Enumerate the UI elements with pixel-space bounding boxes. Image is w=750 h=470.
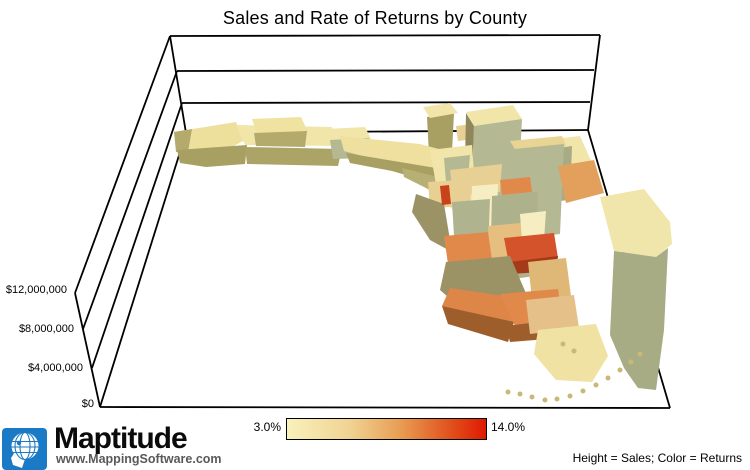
florida-keys-dot bbox=[554, 396, 560, 402]
maptitude-url-link[interactable]: www.MappingSoftware.com bbox=[56, 452, 222, 466]
florida-keys-dot bbox=[542, 397, 548, 403]
florida-keys-dot bbox=[605, 375, 611, 381]
county-prism-monroe-pale bbox=[534, 324, 608, 382]
y-axis-label-12m: $12,000,000 bbox=[5, 284, 67, 296]
globe-head-icon bbox=[11, 431, 39, 468]
frame-backleft-edge bbox=[169, 35, 187, 134]
y-axis-label-0: $0 bbox=[81, 398, 94, 410]
florida-keys-dot bbox=[617, 367, 623, 373]
county-prism-pinellas-red bbox=[440, 185, 451, 205]
maptitude-logo-text: Maptitude bbox=[54, 422, 188, 455]
y-axis-label-8m: $8,000,000 bbox=[18, 323, 74, 335]
frame-back-top bbox=[169, 34, 601, 37]
frame-leftwall-0 bbox=[99, 132, 187, 408]
florida-keys-dot bbox=[517, 391, 523, 397]
florida-keys-dot bbox=[637, 351, 643, 357]
florida-keys-dot bbox=[628, 359, 634, 365]
county-prism-hardee-red-top bbox=[504, 233, 558, 264]
county-prism-flagler-orange bbox=[558, 160, 604, 203]
frame-leftwall-4m bbox=[91, 102, 183, 369]
county-prism-manatee-orange bbox=[444, 232, 492, 264]
map-legend-note: Height = Sales; Color = Returns bbox=[572, 451, 742, 465]
florida-keys-dot bbox=[571, 348, 577, 354]
county-prism-leon-tall-side bbox=[427, 113, 454, 155]
florida-keys-dot bbox=[567, 393, 573, 399]
frame-backright-edge bbox=[587, 34, 601, 131]
florida-keys-dot bbox=[505, 389, 511, 395]
frame-floor-front bbox=[99, 406, 671, 409]
county-prism-west-coast-shelf bbox=[412, 194, 452, 252]
county-prism-pasco-tan bbox=[428, 179, 472, 208]
county-prism-duval-top bbox=[466, 105, 522, 126]
florida-county-prisms bbox=[174, 103, 672, 403]
frame-leftwall-8m bbox=[82, 70, 178, 330]
maptitude-logo-icon bbox=[2, 428, 47, 470]
county-prism-leon-tall-top bbox=[423, 103, 458, 118]
florida-keys-dot bbox=[560, 341, 566, 347]
county-prism-pan-top-east bbox=[340, 136, 454, 172]
county-prism-pan-midtall-side bbox=[254, 131, 307, 147]
y-axis-label-4m: $4,000,000 bbox=[27, 362, 83, 374]
page-title: Sales and Rate of Returns by County bbox=[222, 8, 528, 28]
county-prism-okeechobee-tan bbox=[528, 258, 571, 300]
florida-keys-dot bbox=[529, 394, 535, 400]
county-prism-pan-midtall-top bbox=[252, 117, 308, 135]
county-prism-interior-pale bbox=[520, 211, 546, 242]
frame-front-axis bbox=[74, 292, 101, 408]
county-prism-seminole-orange bbox=[500, 177, 532, 195]
frame-back-4m bbox=[181, 101, 591, 104]
frame-leftwall-12m bbox=[74, 35, 171, 294]
florida-keys-dot bbox=[580, 388, 586, 394]
county-prism-charlotte-brown-side bbox=[442, 306, 514, 342]
county-prism-pan-side-west bbox=[177, 145, 247, 167]
legend-gradient-bar bbox=[286, 418, 487, 440]
county-prism-leon-block-top bbox=[326, 127, 371, 141]
county-prism-east-tall-face bbox=[610, 248, 668, 390]
county-prism-east-tall-top bbox=[600, 189, 672, 257]
county-prism-pan-west-shade bbox=[174, 129, 192, 152]
legend-min-label: 3.0% bbox=[253, 420, 281, 434]
florida-keys-dot bbox=[593, 382, 599, 388]
county-prism-hendry-tan bbox=[526, 295, 579, 334]
county-prism-pan-side-mid bbox=[245, 147, 342, 166]
frame-back-8m bbox=[176, 69, 595, 72]
legend-max-label: 14.0% bbox=[491, 420, 526, 434]
